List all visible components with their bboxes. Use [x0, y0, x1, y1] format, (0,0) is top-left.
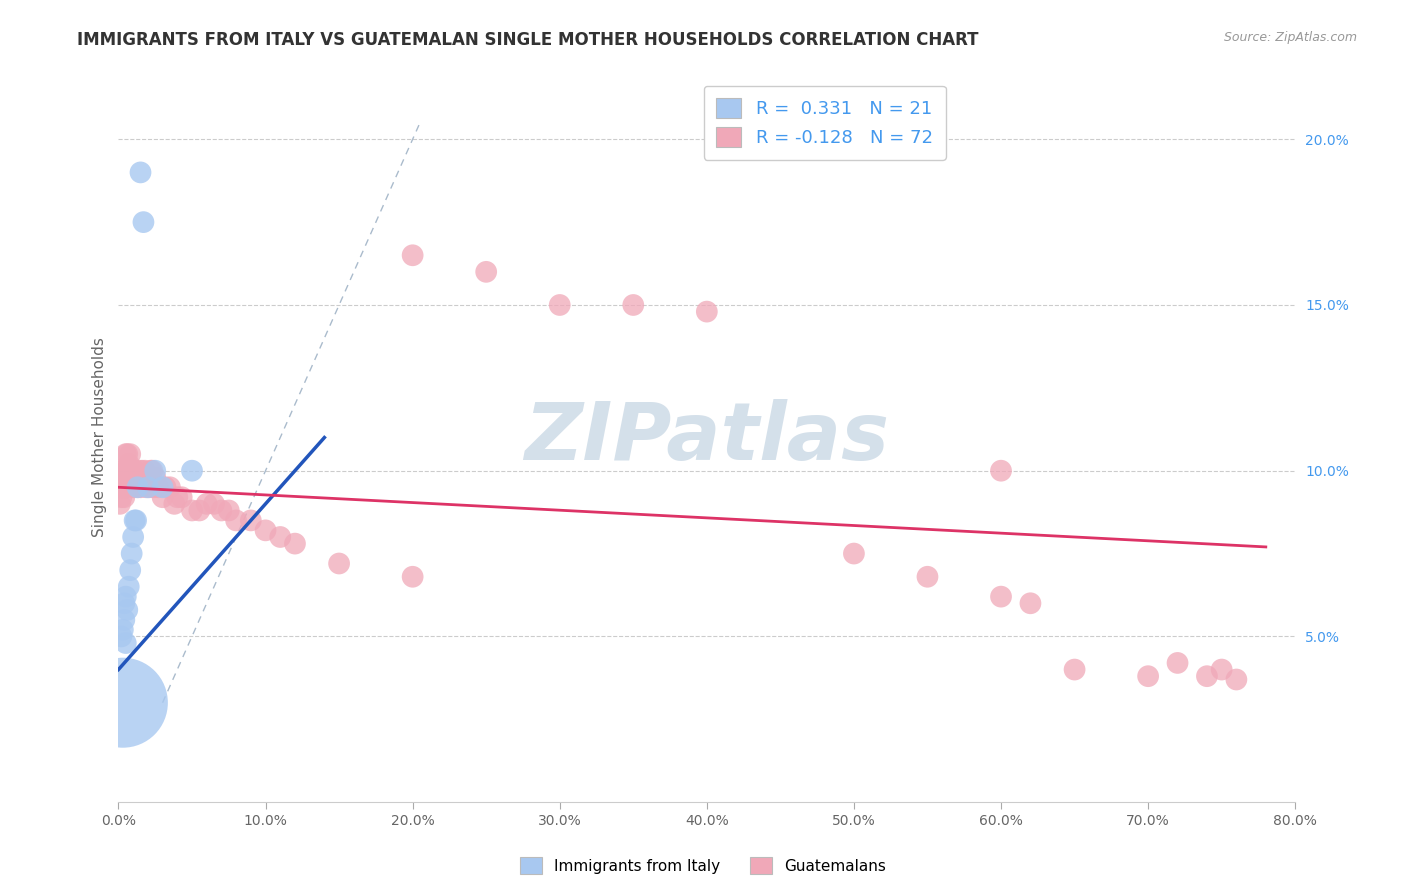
Point: [136, 470, 159, 484]
Point: [548, 298, 571, 312]
Point: [152, 490, 174, 504]
Point: [112, 470, 135, 484]
Legend: Immigrants from Italy, Guatemalans: Immigrants from Italy, Guatemalans: [515, 851, 891, 880]
Point: [121, 470, 143, 484]
Point: [132, 470, 155, 484]
Point: [111, 696, 134, 710]
Point: [1211, 663, 1233, 677]
Point: [181, 503, 204, 517]
Point: [138, 480, 160, 494]
Point: [125, 513, 148, 527]
Point: [1137, 669, 1160, 683]
Point: [269, 530, 291, 544]
Point: [122, 530, 145, 544]
Point: [917, 570, 939, 584]
Point: [117, 447, 139, 461]
Point: [127, 480, 149, 494]
Point: [124, 464, 146, 478]
Point: [108, 497, 131, 511]
Point: [209, 503, 232, 517]
Point: [132, 215, 155, 229]
Point: [120, 464, 142, 478]
Point: [401, 570, 423, 584]
Point: [142, 480, 165, 494]
Point: [202, 497, 225, 511]
Point: [124, 513, 146, 527]
Point: [218, 503, 240, 517]
Point: [111, 623, 134, 637]
Point: [152, 480, 174, 494]
Point: [1225, 673, 1247, 687]
Point: [114, 480, 136, 494]
Point: [117, 603, 139, 617]
Point: [1167, 656, 1189, 670]
Point: [842, 547, 865, 561]
Point: [112, 596, 135, 610]
Text: Source: ZipAtlas.com: Source: ZipAtlas.com: [1223, 31, 1357, 45]
Point: [111, 480, 134, 494]
Point: [159, 480, 181, 494]
Point: [112, 613, 135, 627]
Point: [120, 563, 142, 577]
Point: [239, 513, 262, 527]
Point: [117, 464, 139, 478]
Point: [127, 480, 149, 494]
Point: [225, 513, 247, 527]
Point: [121, 464, 143, 478]
Point: [112, 490, 135, 504]
Point: [696, 304, 718, 318]
Point: [166, 490, 188, 504]
Point: [114, 447, 136, 461]
Point: [146, 480, 169, 494]
Point: [990, 590, 1012, 604]
Point: [128, 464, 150, 478]
Y-axis label: Single Mother Households: Single Mother Households: [93, 337, 107, 538]
Text: IMMIGRANTS FROM ITALY VS GUATEMALAN SINGLE MOTHER HOUSEHOLDS CORRELATION CHART: IMMIGRANTS FROM ITALY VS GUATEMALAN SING…: [77, 31, 979, 49]
Point: [114, 636, 136, 650]
Point: [125, 470, 148, 484]
Point: [118, 580, 141, 594]
Point: [195, 497, 218, 511]
Text: ZIPatlas: ZIPatlas: [524, 399, 890, 476]
Point: [122, 480, 145, 494]
Point: [401, 248, 423, 262]
Point: [136, 480, 159, 494]
Point: [114, 590, 136, 604]
Point: [188, 503, 211, 517]
Point: [122, 464, 145, 478]
Point: [134, 464, 156, 478]
Point: [254, 524, 277, 538]
Point: [1063, 663, 1085, 677]
Point: [118, 457, 141, 471]
Point: [143, 470, 166, 484]
Point: [114, 464, 136, 478]
Point: [129, 165, 152, 179]
Point: [990, 464, 1012, 478]
Point: [110, 490, 132, 504]
Point: [170, 490, 193, 504]
Point: [139, 464, 162, 478]
Point: [131, 464, 153, 478]
Point: [120, 447, 142, 461]
Point: [621, 298, 644, 312]
Point: [121, 547, 143, 561]
Legend: R =  0.331   N = 21, R = -0.128   N = 72: R = 0.331 N = 21, R = -0.128 N = 72: [703, 86, 945, 160]
Point: [475, 265, 498, 279]
Point: [111, 470, 134, 484]
Point: [135, 480, 157, 494]
Point: [163, 497, 186, 511]
Point: [143, 464, 166, 478]
Point: [155, 480, 177, 494]
Point: [1195, 669, 1218, 683]
Point: [181, 464, 204, 478]
Point: [284, 536, 307, 550]
Point: [129, 480, 152, 494]
Point: [141, 464, 163, 478]
Point: [328, 557, 350, 571]
Point: [110, 480, 132, 494]
Point: [1019, 596, 1042, 610]
Point: [111, 464, 134, 478]
Point: [110, 629, 132, 643]
Point: [118, 470, 141, 484]
